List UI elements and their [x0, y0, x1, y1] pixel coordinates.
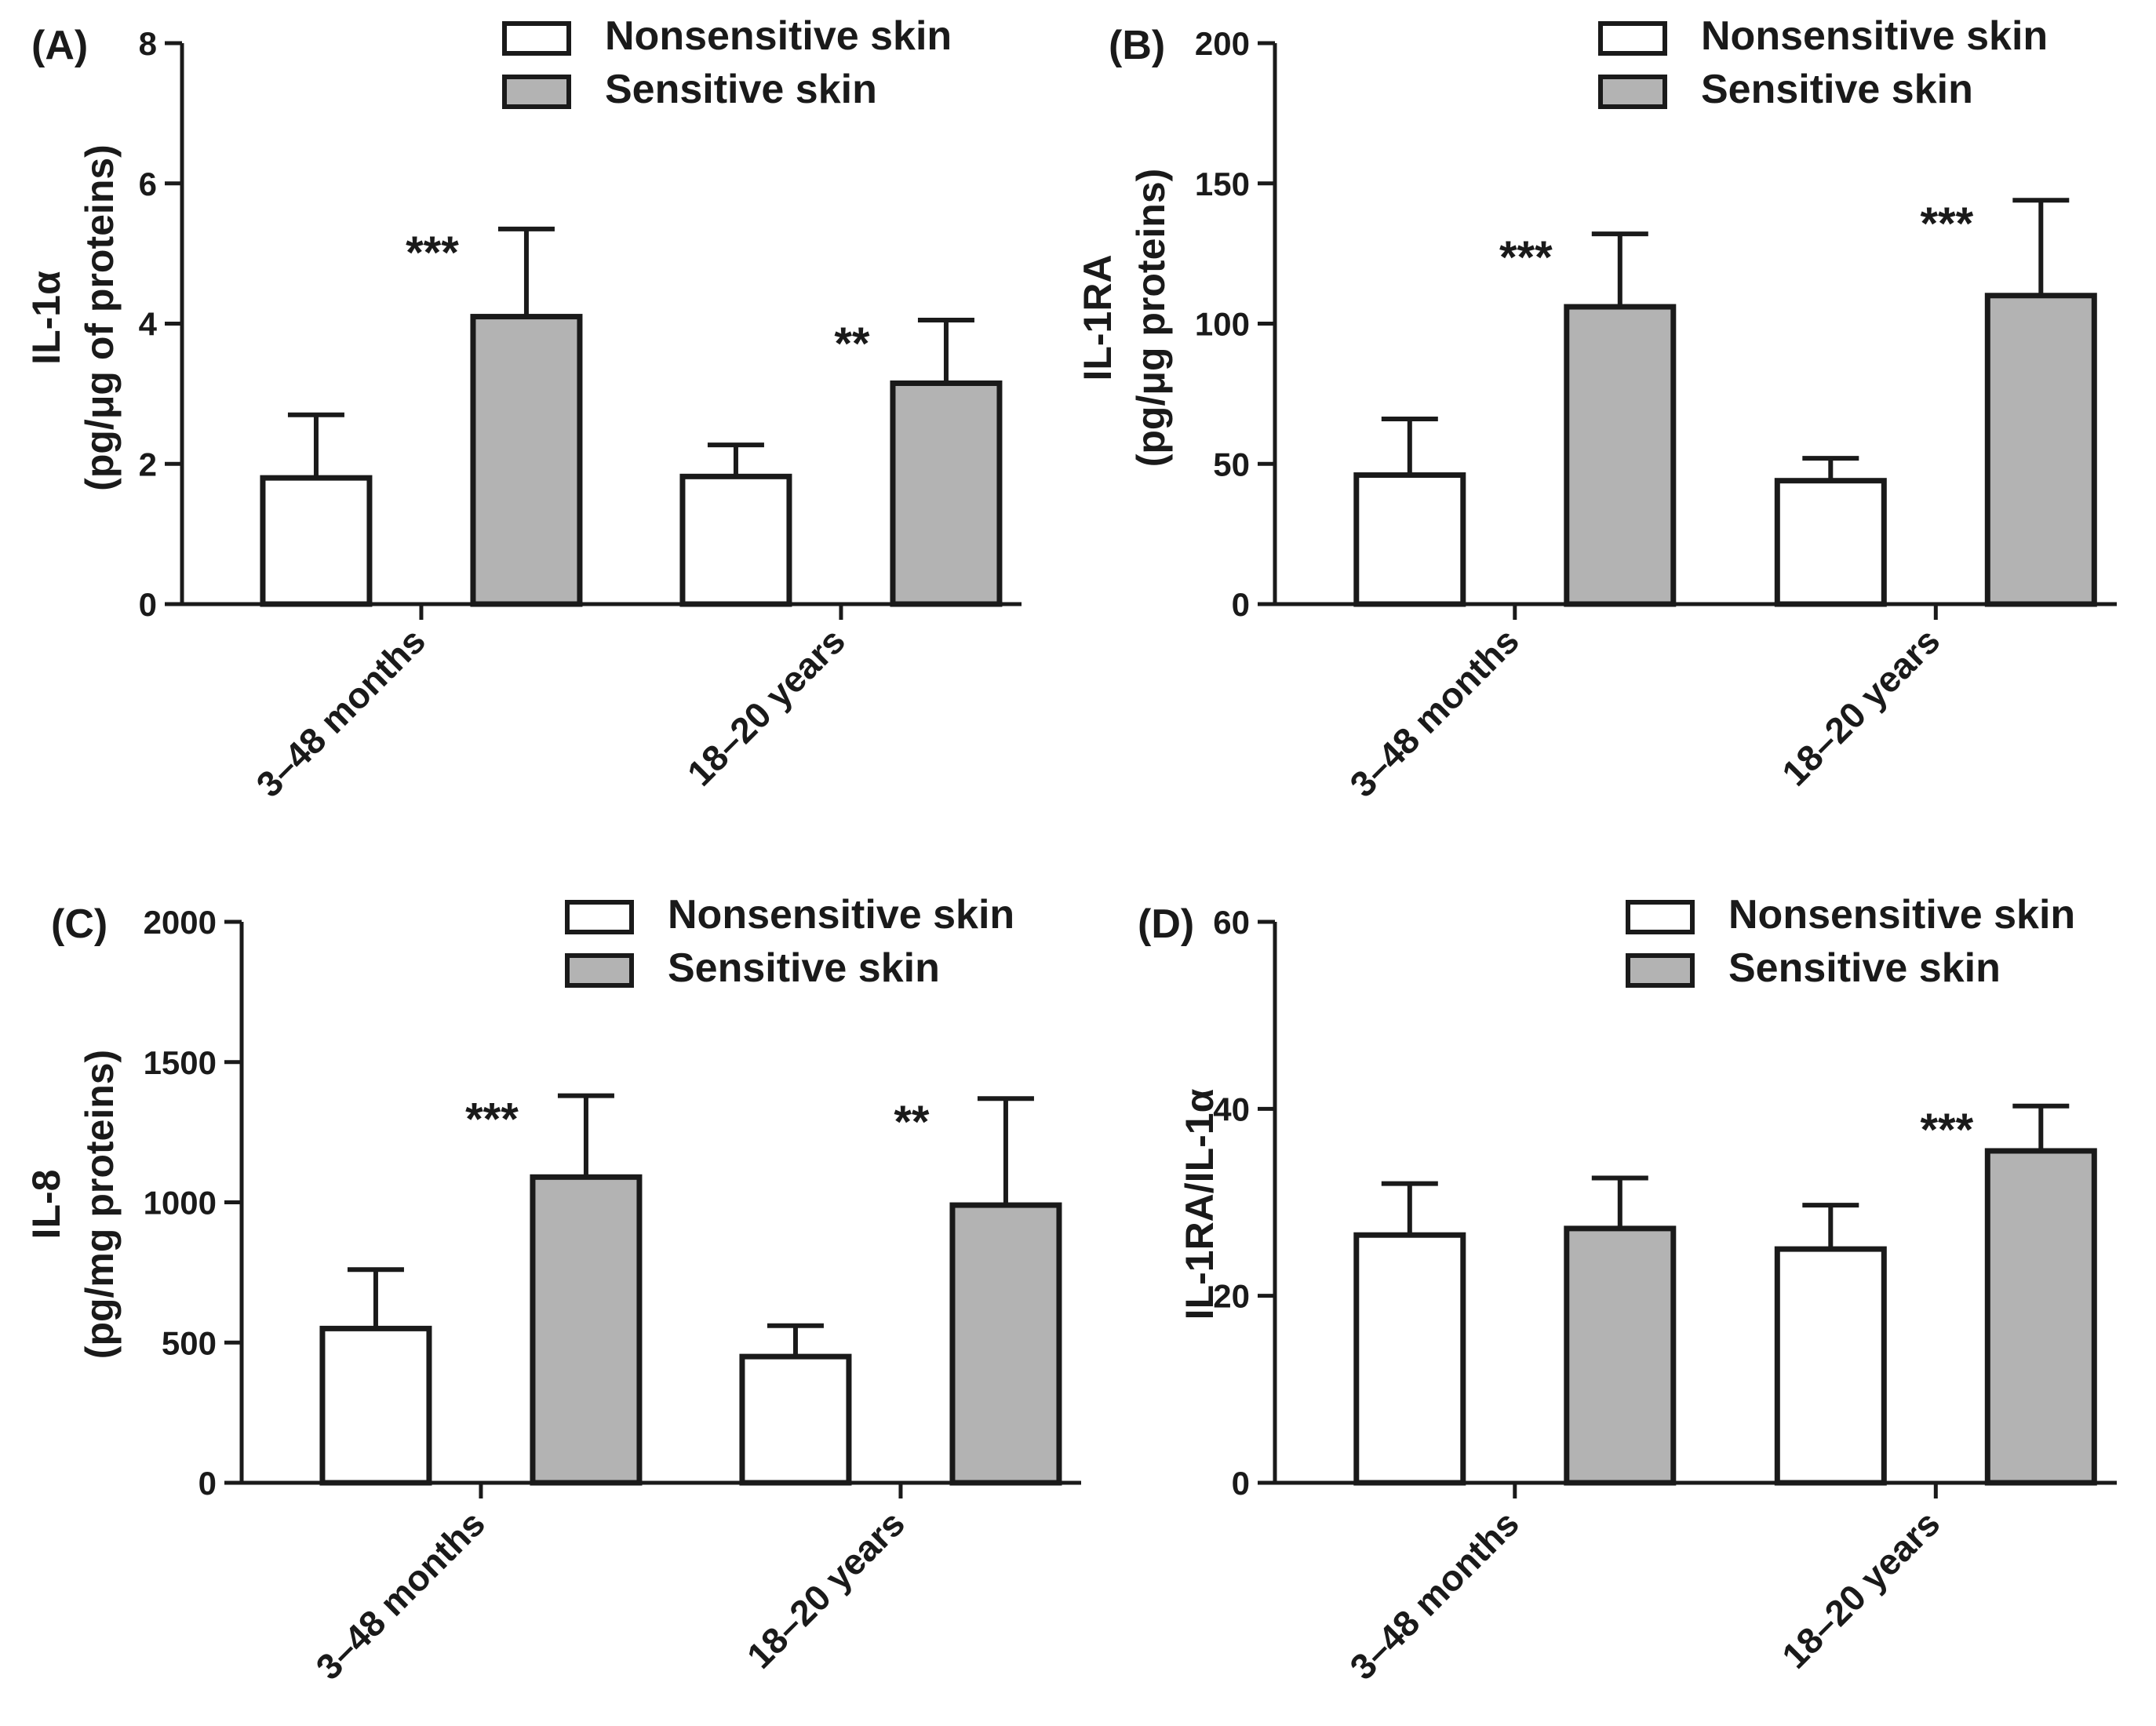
y-tick-label: 1000 [144, 1185, 217, 1222]
bar-sensitive [890, 380, 1003, 607]
panel-label: (C) [51, 901, 107, 947]
bar-nonsensitive [1774, 478, 1887, 607]
y-tick-label: 40 [1213, 1091, 1250, 1127]
legend-label: Sensitive skin [1701, 67, 1973, 112]
significance-marker: *** [1920, 1105, 1973, 1156]
bar-sensitive [1564, 304, 1677, 607]
x-tick-label: 18–20 years [1774, 620, 1947, 793]
y-tick-label: 200 [1195, 25, 1250, 62]
y-tick-label: 0 [139, 586, 157, 623]
panel-label: (D) [1138, 901, 1194, 947]
bar-sensitive [1984, 1148, 2097, 1486]
y-axis-subtitle: (pg/μg of proteins) [78, 144, 122, 491]
y-axis-title: IL-1α [24, 271, 68, 365]
bar-nonsensitive [1774, 1246, 1887, 1486]
y-tick-label: 2000 [144, 904, 217, 941]
significance-marker: *** [406, 228, 459, 279]
x-tick-label: 18–20 years [739, 1502, 912, 1676]
y-tick-label: 500 [162, 1324, 217, 1361]
y-axis-subtitle: (pg/μg proteins) [1129, 169, 1173, 468]
bar-nonsensitive [1353, 472, 1466, 607]
y-tick-label: 0 [1232, 1465, 1250, 1502]
panel-c: (C) 0 500 1000 1500 2000 IL-8 (pg/mg proteins) 3… [24, 892, 1081, 1688]
legend-label: Nonsensitive skin [1701, 13, 2048, 59]
significance-marker: ** [894, 1097, 930, 1148]
bar-nonsensitive [679, 473, 792, 607]
y-tick-label: 100 [1195, 306, 1250, 343]
bar-sensitive [949, 1202, 1062, 1486]
significance-marker: *** [465, 1094, 519, 1145]
panel-label: (B) [1109, 23, 1165, 68]
legend-label: Sensitive skin [605, 67, 877, 112]
bar-nonsensitive [1353, 1232, 1466, 1486]
bar-nonsensitive [260, 475, 373, 607]
y-tick-label: 60 [1213, 904, 1250, 941]
bar-sensitive [1564, 1225, 1677, 1486]
legend-label: Nonsensitive skin [605, 13, 952, 59]
y-tick-label: 4 [139, 306, 158, 343]
y-axis-title: IL-8 [24, 1170, 68, 1240]
y-tick-label: 20 [1213, 1278, 1250, 1315]
bar-nonsensitive [319, 1325, 432, 1486]
y-axis-title: IL-1RA/IL-1α [1178, 1088, 1222, 1320]
legend-label: Sensitive skin [1728, 945, 2001, 991]
y-tick-label: 0 [1232, 586, 1250, 623]
legend-swatch [502, 21, 571, 56]
legend-swatch [1598, 21, 1667, 56]
legend-label: Sensitive skin [668, 945, 940, 991]
legend-swatch [565, 900, 634, 934]
bar-sensitive [1984, 293, 2097, 607]
x-tick-label: 18–20 years [679, 620, 853, 793]
legend-swatch [565, 953, 634, 988]
legend-label: Nonsensitive skin [668, 892, 1014, 938]
significance-marker: *** [1499, 232, 1553, 283]
legend-label: Nonsensitive skin [1728, 892, 2075, 938]
significance-marker: ** [834, 319, 870, 370]
legend-swatch [1626, 953, 1695, 988]
y-axis-subtitle: (pg/mg proteins) [78, 1050, 122, 1359]
panel-label: (A) [31, 23, 88, 68]
legend-swatch [502, 75, 571, 109]
y-tick-label: 6 [139, 166, 157, 202]
bar-sensitive [470, 314, 583, 607]
y-tick-label: 8 [139, 25, 157, 62]
x-tick-label: 3–48 months [248, 620, 433, 805]
legend-swatch [1598, 75, 1667, 109]
bar-nonsensitive [739, 1353, 852, 1486]
x-tick-label: 18–20 years [1774, 1502, 1947, 1676]
y-tick-label: 1500 [144, 1044, 217, 1081]
y-tick-label: 2 [139, 446, 157, 482]
panel-d: (D) 0 20 40 60 IL-1RA/IL-1α 3–48 months 18–20 y… [1138, 892, 2117, 1688]
significance-marker: *** [1920, 198, 1973, 249]
y-tick-label: 0 [198, 1465, 217, 1502]
x-tick-label: 3–48 months [1342, 620, 1527, 805]
bar-sensitive [530, 1174, 643, 1486]
y-axis-title: IL-1RA [1076, 254, 1120, 381]
x-tick-label: 3–48 months [1342, 1502, 1527, 1688]
y-tick-label: 50 [1213, 446, 1250, 482]
panel-a: (A) 0 2 4 6 8 IL-1α (pg/μg of proteins) 3–48 mon… [24, 13, 1022, 805]
legend-swatch [1626, 900, 1695, 934]
panel-b: (B) 0 50 100 150 200 IL-1RA (pg/μg proteins) 3–4… [1076, 13, 2117, 805]
x-tick-label: 3–48 months [308, 1502, 493, 1688]
y-tick-label: 150 [1195, 166, 1250, 202]
